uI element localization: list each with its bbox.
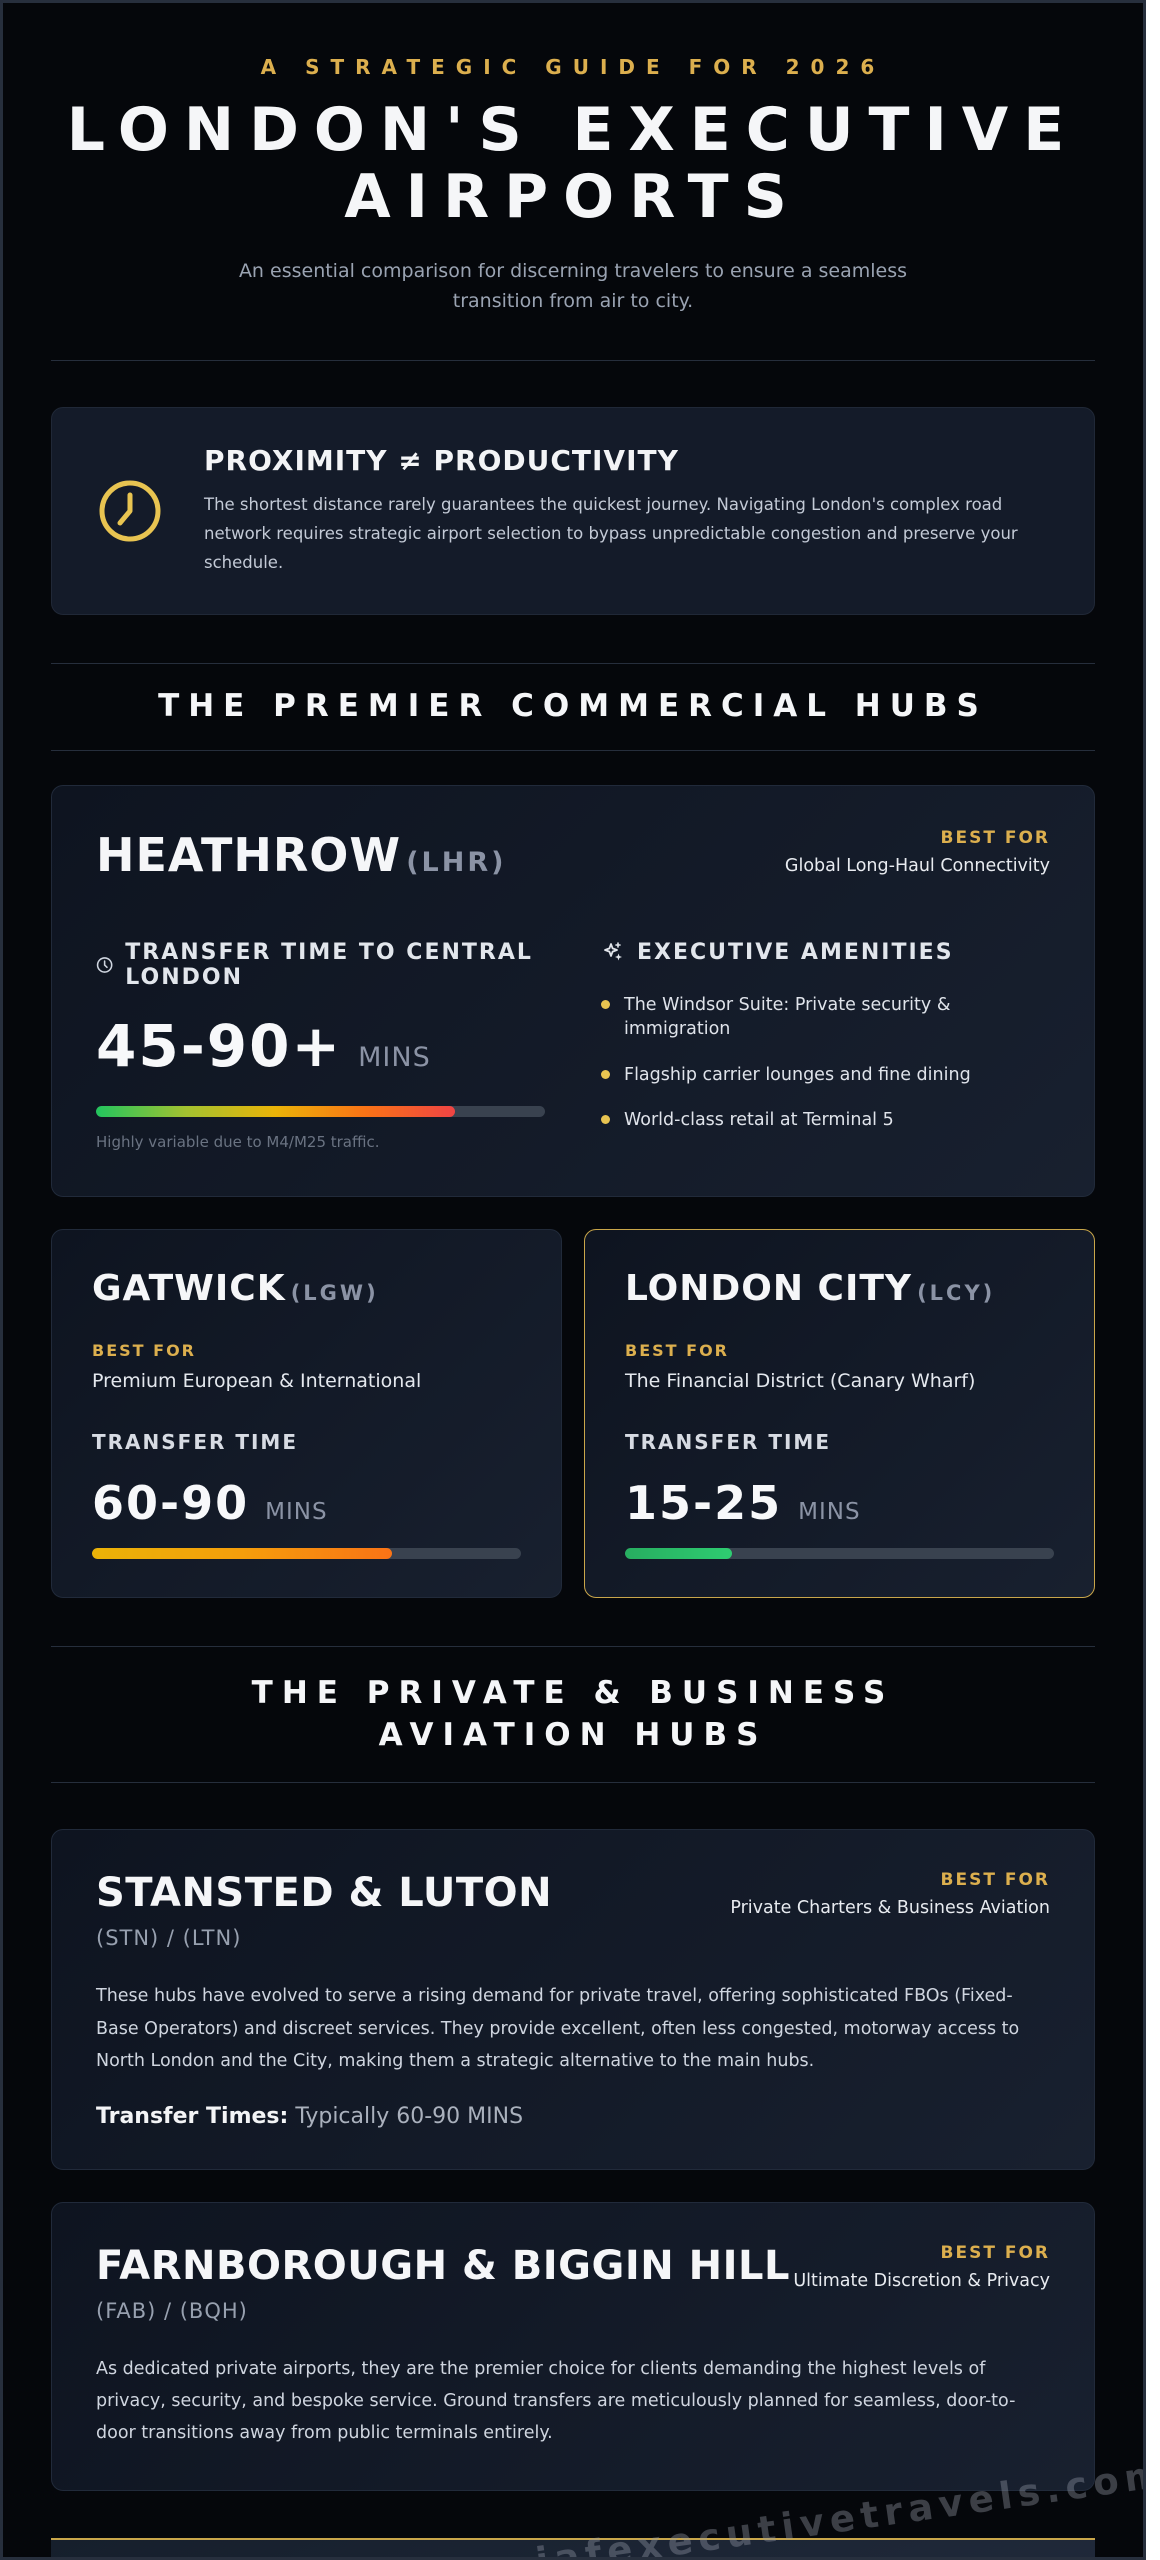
london-city-bestfor-value: The Financial District (Canary Wharf) [625,1369,976,1392]
heathrow-time-unit: MINS [358,1041,431,1073]
farnborough-code: (FAB) / (BQH) [96,2298,248,2323]
header-divider [51,360,1095,362]
heathrow-bestfor-label: BEST FOR [940,827,1050,848]
heathrow-progress-fill [96,1105,456,1117]
amenity-text: World-class retail at Terminal 5 [624,1110,894,1131]
london-city-progress-fill [625,1547,733,1559]
heathrow-note: Highly variable due to M4/M25 traffic. [96,1132,380,1151]
farnborough-bestfor: BEST FOR Ultimate Discretion & Privacy [793,2243,1050,2291]
section-commercial-hubs: THE PREMIER COMMERCIAL HUBS [51,662,1095,751]
stansted-name-group: STANSTED & LUTON (STN) / (LTN) [96,1870,552,1950]
heathrow-transfer-label: TRANSFER TIME TO CENTRAL LONDON [125,939,533,990]
page-title-line2: AIRPORTS [344,162,802,233]
gatwick-card: GATWICK (LGW) BEST FOR Premium European … [51,1228,562,1598]
page-title-line1: LONDON'S EXECUTIVE [66,95,1080,165]
section-private-title: THE PRIVATE & BUSINESS AVIATION HUBS [251,1674,895,1753]
section-commercial-title: THE PREMIER COMMERCIAL HUBS [158,687,988,724]
sparkles-icon [604,942,622,961]
amenity-text: The Windsor Suite: Private security & im… [624,994,951,1040]
gatwick-bestfor-label: BEST FOR [92,1340,196,1360]
london-city-transfer-label: TRANSFER TIME [625,1430,1054,1454]
gatwick-code: (LGW) [290,1280,379,1305]
heathrow-name-group: HEATHROW (LHR) [96,828,506,882]
heathrow-code: (LHR) [406,846,507,878]
heathrow-amenities-label: EXECUTIVE AMENITIES [637,939,954,965]
clock-small-icon [96,956,113,973]
heathrow-amenities-label-row: EXECUTIVE AMENITIES [601,940,1050,965]
farnborough-name-group: FARNBOROUGH & BIGGIN HILL (FAB) / (BQH) [96,2243,790,2323]
heathrow-amenities-column: EXECUTIVE AMENITIES The Windsor Suite: P… [601,940,1050,1154]
proximity-card-content: PROXIMITY ≠ PRODUCTIVITY The shortest di… [204,444,1050,578]
london-city-code: (LCY) [917,1280,996,1305]
gatwick-transfer-label: TRANSFER TIME [92,1430,521,1454]
heathrow-card: HEATHROW (LHR) BEST FOR Global Long-Haul… [51,784,1095,1197]
proximity-title: PROXIMITY ≠ PRODUCTIVITY [204,444,679,478]
stansted-luton-card: STANSTED & LUTON (STN) / (LTN) BEST FOR … [51,1829,1095,2170]
farnborough-card: FARNBOROUGH & BIGGIN HILL (FAB) / (BQH) … [51,2201,1095,2491]
london-city-name: LONDON CITY [625,1267,912,1309]
stansted-bestfor-value: Private Charters & Business Aviation [730,1898,1050,1919]
header: A STRATEGIC GUIDE FOR 2026 LONDON'S EXEC… [51,3,1095,362]
london-city-transfer-label-text: TRANSFER TIME [625,1429,831,1454]
stansted-transfer-value: Typically 60-90 MINS [288,2103,524,2129]
heathrow-time-value: 45-90+ [96,1011,343,1080]
bullet-dot-icon [601,1115,610,1125]
farnborough-body: As dedicated private airports, they are … [96,2358,1016,2444]
london-city-progress-track [625,1547,1054,1559]
amenity-text: Flagship carrier lounges and fine dining [624,1064,971,1085]
london-city-time-unit: MINS [798,1498,861,1525]
london-city-name-group: LONDON CITY (LCY) [625,1268,1054,1309]
page-subtitle: An essential comparison for discerning t… [238,260,908,312]
gatwick-progress-fill [92,1547,393,1559]
eyebrow-text: A STRATEGIC GUIDE FOR 2026 [260,55,886,79]
heathrow-name: HEATHROW [96,827,402,882]
bullet-dot-icon [601,1069,610,1079]
stansted-card-header: STANSTED & LUTON (STN) / (LTN) BEST FOR … [96,1870,1050,1950]
clock-icon [96,477,164,545]
gatwick-time: 60-90 MINS [92,1476,521,1530]
stansted-transfer-label: Transfer Times: [96,2103,289,2129]
heathrow-bestfor-value: Global Long-Haul Connectivity [784,855,1050,876]
london-city-bestfor-label: BEST FOR [625,1340,729,1360]
amenity-item: The Windsor Suite: Private security & im… [601,993,1050,1042]
heathrow-time: 45-90+ MINS [96,1012,545,1080]
stansted-bestfor: BEST FOR Private Charters & Business Avi… [730,1870,1050,1918]
stansted-code: (STN) / (LTN) [96,1926,242,1951]
farnborough-bestfor-label: BEST FOR [940,2242,1050,2263]
proximity-body: The shortest distance rarely guarantees … [204,495,1018,572]
gatwick-time-value: 60-90 [92,1475,250,1530]
gatwick-transfer-label-text: TRANSFER TIME [92,1429,298,1454]
gatwick-name: GATWICK [92,1267,286,1309]
heathrow-bestfor: BEST FOR Global Long-Haul Connectivity [785,828,1050,876]
stansted-bestfor-label: BEST FOR [940,1870,1050,1891]
gatwick-bestfor-value: Premium European & International [92,1369,422,1392]
gatwick-name-group: GATWICK (LGW) [92,1268,521,1309]
stansted-transfer-line: Transfer Times: Typically 60-90 MINS [96,2104,1050,2129]
amenity-item: World-class retail at Terminal 5 [601,1108,1050,1133]
heathrow-transfer-label-row: TRANSFER TIME TO CENTRAL LONDON [96,940,545,990]
london-city-time-value: 15-25 [625,1475,783,1530]
gatwick-progress-track [92,1547,521,1559]
farnborough-card-header: FARNBOROUGH & BIGGIN HILL (FAB) / (BQH) … [96,2243,1050,2323]
heathrow-card-header: HEATHROW (LHR) BEST FOR Global Long-Haul… [96,828,1050,882]
footer-cta: ELEVATE YOUR ARRIVAL A bespoke chauffeur… [51,2537,1095,2557]
london-city-time: 15-25 MINS [625,1476,1054,1530]
heathrow-transfer-column: TRANSFER TIME TO CENTRAL LONDON 45-90+ M… [96,940,545,1154]
stansted-body: These hubs have evolved to serve a risin… [96,1986,1020,2072]
section-private-hubs: THE PRIVATE & BUSINESS AVIATION HUBS [51,1645,1095,1784]
gatwick-time-unit: MINS [265,1498,328,1525]
secondary-hubs-row: GATWICK (LGW) BEST FOR Premium European … [51,1228,1095,1598]
stansted-name: STANSTED & LUTON [96,1870,553,1917]
heathrow-columns: TRANSFER TIME TO CENTRAL LONDON 45-90+ M… [96,940,1050,1154]
london-city-card: LONDON CITY (LCY) BEST FOR The Financial… [584,1228,1095,1598]
farnborough-bestfor-value: Ultimate Discretion & Privacy [793,2270,1050,2291]
bullet-dot-icon [601,999,610,1009]
page-title: LONDON'S EXECUTIVE AIRPORTS [51,95,1095,233]
proximity-card: PROXIMITY ≠ PRODUCTIVITY The shortest di… [51,407,1095,615]
heathrow-amenity-list: The Windsor Suite: Private security & im… [601,993,1050,1133]
amenity-item: Flagship carrier lounges and fine dining [601,1063,1050,1088]
farnborough-name: FARNBOROUGH & BIGGIN HILL [96,2242,790,2289]
heathrow-progress-track [96,1105,545,1117]
